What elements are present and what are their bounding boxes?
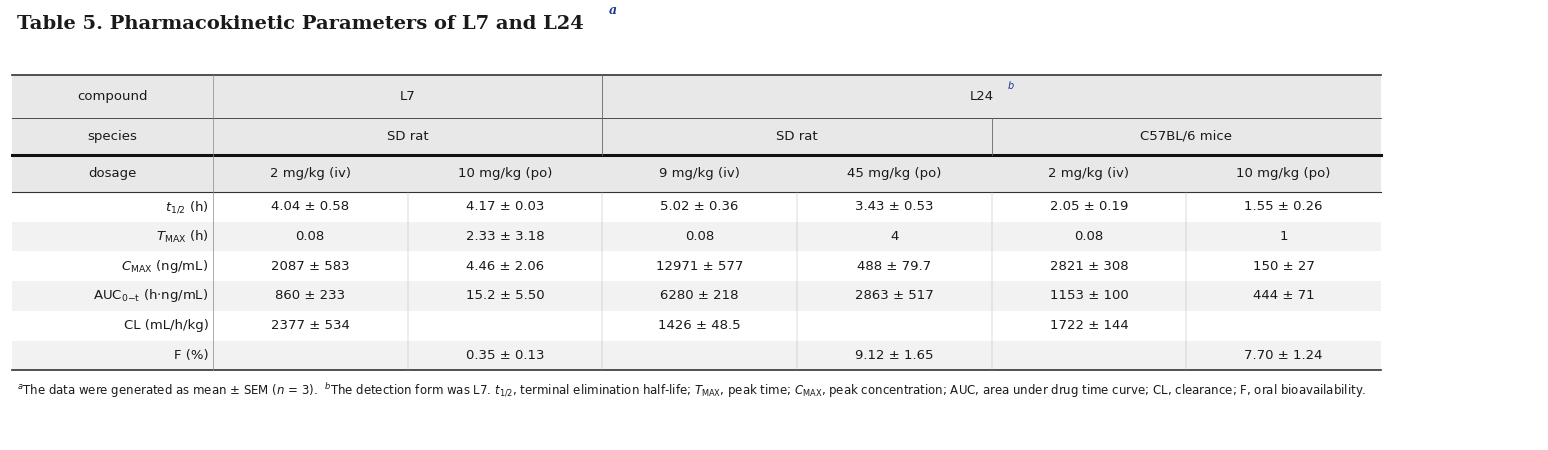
- Text: 1153 ± 100: 1153 ± 100: [1050, 289, 1128, 302]
- Bar: [12, 192, 1381, 222]
- Text: L7: L7: [399, 90, 415, 103]
- Text: CL (mL/h/kg): CL (mL/h/kg): [124, 319, 209, 332]
- Bar: [12, 311, 1381, 341]
- Text: 7.70 ± 1.24: 7.70 ± 1.24: [1245, 349, 1324, 362]
- Text: a: a: [608, 4, 618, 17]
- Text: 45 mg/kg (po): 45 mg/kg (po): [847, 167, 941, 180]
- Text: 4.04 ± 0.58: 4.04 ± 0.58: [271, 200, 350, 213]
- Text: 3.43 ± 0.53: 3.43 ± 0.53: [854, 200, 933, 213]
- Text: 1.55 ± 0.26: 1.55 ± 0.26: [1245, 200, 1324, 213]
- Text: dosage: dosage: [88, 167, 136, 180]
- Text: 0.08: 0.08: [684, 230, 714, 243]
- Text: 2.33 ± 3.18: 2.33 ± 3.18: [466, 230, 545, 243]
- Text: 488 ± 79.7: 488 ± 79.7: [858, 260, 932, 273]
- Text: $T_{\rm MAX}$ (h): $T_{\rm MAX}$ (h): [156, 229, 209, 244]
- Text: 0.08: 0.08: [296, 230, 325, 243]
- Text: 2377 ± 534: 2377 ± 534: [271, 319, 350, 332]
- Text: 2087 ± 583: 2087 ± 583: [271, 260, 350, 273]
- Text: 9.12 ± 1.65: 9.12 ± 1.65: [854, 349, 933, 362]
- Bar: [12, 252, 1381, 281]
- Text: 5.02 ± 0.36: 5.02 ± 0.36: [661, 200, 738, 213]
- Text: $C_{\rm MAX}$ (ng/mL): $C_{\rm MAX}$ (ng/mL): [121, 258, 209, 275]
- Bar: [12, 341, 1381, 370]
- Text: $^a$The data were generated as mean $\pm$ SEM ($n$ = 3).  $^b$The detection form: $^a$The data were generated as mean $\pm…: [17, 382, 1365, 400]
- Text: 15.2 ± 5.50: 15.2 ± 5.50: [466, 289, 545, 302]
- Text: 860 ± 233: 860 ± 233: [276, 289, 345, 302]
- Text: 2 mg/kg (iv): 2 mg/kg (iv): [269, 167, 351, 180]
- Text: 2821 ± 308: 2821 ± 308: [1050, 260, 1128, 273]
- Text: $t_{1/2}$ (h): $t_{1/2}$ (h): [164, 199, 209, 215]
- Text: 4.17 ± 0.03: 4.17 ± 0.03: [466, 200, 543, 213]
- Text: 1722 ± 144: 1722 ± 144: [1050, 319, 1128, 332]
- Text: compound: compound: [77, 90, 149, 103]
- Text: 4: 4: [890, 230, 898, 243]
- Bar: [12, 75, 1381, 370]
- Text: 2863 ± 517: 2863 ± 517: [854, 289, 933, 302]
- Text: 2 mg/kg (iv): 2 mg/kg (iv): [1048, 167, 1130, 180]
- Text: 1426 ± 48.5: 1426 ± 48.5: [658, 319, 741, 332]
- Bar: [12, 281, 1381, 311]
- Text: F (%): F (%): [173, 349, 209, 362]
- Text: 2.05 ± 0.19: 2.05 ± 0.19: [1050, 200, 1128, 213]
- Text: 12971 ± 577: 12971 ± 577: [656, 260, 743, 273]
- Text: 0.08: 0.08: [1074, 230, 1104, 243]
- Text: 9 mg/kg (iv): 9 mg/kg (iv): [659, 167, 740, 180]
- Text: 0.35 ± 0.13: 0.35 ± 0.13: [466, 349, 545, 362]
- Text: 6280 ± 218: 6280 ± 218: [661, 289, 738, 302]
- Text: 150 ± 27: 150 ± 27: [1252, 260, 1314, 273]
- Bar: [12, 222, 1381, 252]
- Text: SD rat: SD rat: [387, 130, 429, 143]
- Text: 1: 1: [1279, 230, 1288, 243]
- Text: species: species: [88, 130, 138, 143]
- Text: b: b: [1008, 81, 1014, 91]
- Text: 444 ± 71: 444 ± 71: [1252, 289, 1314, 302]
- Text: 10 mg/kg (po): 10 mg/kg (po): [1237, 167, 1331, 180]
- Text: Table 5. Pharmacokinetic Parameters of L7 and L24: Table 5. Pharmacokinetic Parameters of L…: [17, 15, 584, 33]
- Text: 10 mg/kg (po): 10 mg/kg (po): [458, 167, 553, 180]
- Text: SD rat: SD rat: [776, 130, 817, 143]
- Text: C57BL/6 mice: C57BL/6 mice: [1141, 130, 1232, 143]
- Text: L24: L24: [969, 90, 994, 103]
- Text: 4.46 ± 2.06: 4.46 ± 2.06: [466, 260, 543, 273]
- Text: $\rm AUC_{0\mathrm{-}t}$ (h$\cdot$ng/mL): $\rm AUC_{0\mathrm{-}t}$ (h$\cdot$ng/mL): [93, 288, 209, 305]
